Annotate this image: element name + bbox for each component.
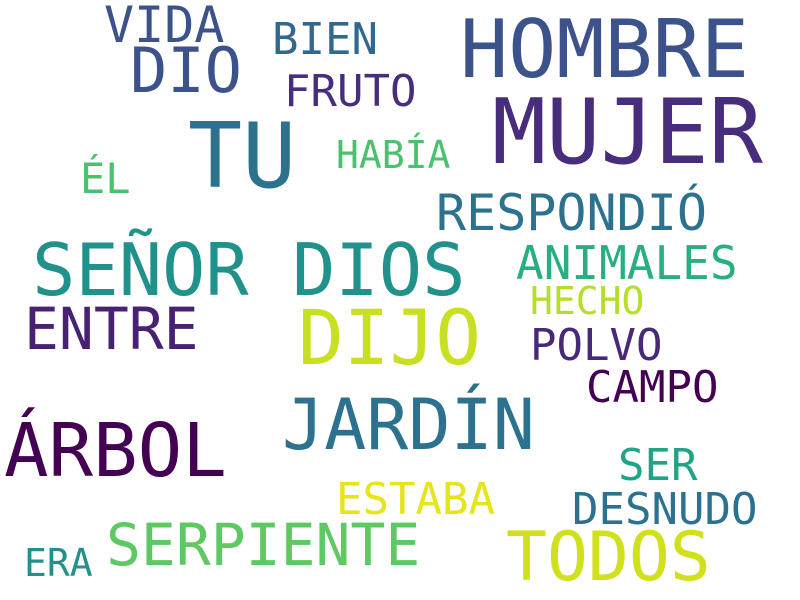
word-mujer: MUJER	[492, 80, 763, 185]
word-entre: ENTRE	[24, 295, 199, 363]
word-dijo: DIJO	[298, 293, 482, 382]
word-polvo: POLVO	[530, 320, 663, 371]
word-desnudo: DESNUDO	[572, 484, 758, 535]
word-habia: HABÍA	[336, 133, 451, 177]
word-serpiente: SERPIENTE	[106, 511, 421, 579]
word-respondio: RESPONDIÓ	[436, 184, 707, 242]
word-hecho: HECHO	[530, 279, 645, 323]
word-campo: CAMPO	[586, 362, 719, 413]
word-animales: ANIMALES	[516, 236, 738, 290]
word-dio: DIO	[130, 34, 242, 107]
word-estaba: ESTABA	[336, 474, 495, 525]
word-ser: SER	[618, 440, 698, 491]
word-tu: TU	[188, 104, 297, 209]
word-bien: BIEN	[272, 14, 378, 65]
word-senor-dios: SEÑOR DIOS	[32, 228, 466, 312]
word-arbol: ÁRBOL	[4, 408, 227, 494]
word-todos: TODOS	[506, 518, 711, 597]
word-hombre: HOMBRE	[460, 3, 749, 96]
word-era: ERA	[24, 541, 93, 585]
word-jardin: JARDÍN	[282, 384, 535, 466]
word-vida: VIDA	[104, 0, 225, 54]
word-fruto: FRUTO	[284, 66, 417, 117]
word-el: ÉL	[80, 154, 131, 203]
